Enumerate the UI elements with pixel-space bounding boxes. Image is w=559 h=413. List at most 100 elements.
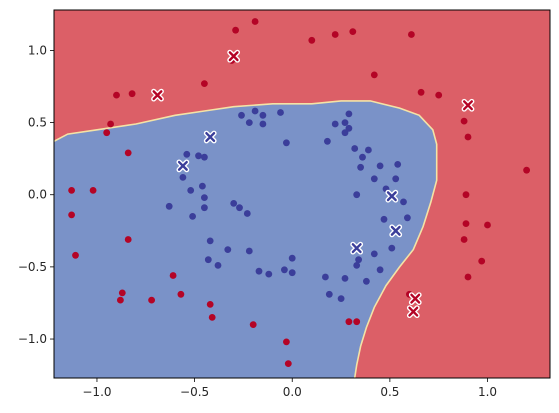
blue-point (394, 161, 402, 168)
red-point (169, 272, 177, 279)
blue-test-x-marker (203, 130, 217, 144)
blue-point (380, 215, 388, 223)
blue-point (322, 273, 329, 281)
red-point (284, 360, 292, 367)
blue-point (365, 146, 372, 154)
blue-point (206, 237, 214, 245)
blue-test-x-marker (389, 224, 403, 238)
red-point (462, 220, 470, 228)
y-axis: −1.0 −0.5 0.0 0.5 1.0 (18, 43, 54, 346)
red-point (72, 251, 79, 259)
x-tick-label: 1.0 (478, 385, 497, 399)
red-point (113, 91, 120, 99)
blue-point (353, 262, 361, 269)
blue-point (238, 111, 245, 119)
blue-point (376, 266, 384, 274)
x-tick-label: −0.5 (180, 385, 209, 399)
blue-point (392, 175, 400, 183)
red-point (370, 71, 378, 79)
red-point (283, 338, 290, 346)
blue-point (351, 145, 359, 152)
red-point (103, 129, 111, 137)
blue-point (199, 182, 206, 190)
red-point (408, 31, 415, 38)
blue-point (355, 256, 362, 264)
red-point (478, 257, 486, 265)
blue-point (288, 269, 296, 277)
blue-point (230, 200, 238, 207)
red-point (460, 236, 468, 243)
red-point (523, 166, 530, 174)
blue-point (388, 244, 396, 252)
red-test-x-marker (461, 98, 475, 112)
red-point (462, 191, 470, 199)
blue-point (324, 137, 331, 145)
blue-point (404, 214, 411, 222)
blue-point (331, 120, 339, 128)
red-point (206, 301, 214, 308)
decision-boundary-line (54, 100, 438, 378)
blue-test-x-marker (176, 159, 190, 173)
blue-point (357, 163, 364, 171)
blue-point (189, 213, 197, 220)
blue-point (251, 107, 259, 115)
x-tick-label: −1.0 (82, 385, 111, 399)
y-tick-label: −0.5 (18, 260, 47, 274)
blue-point (165, 202, 173, 210)
blue-point (236, 204, 243, 212)
blue-point (195, 152, 202, 160)
red-point (464, 273, 472, 281)
red-point (308, 36, 316, 44)
blue-point (376, 162, 384, 170)
red-point (124, 236, 132, 243)
blue-point (224, 246, 232, 254)
red-point (68, 187, 75, 194)
blue-point (201, 204, 208, 212)
blue-point (259, 111, 267, 119)
red-point (148, 296, 156, 304)
red-test-x-marker (227, 49, 241, 63)
x-tick-label: 0.5 (380, 385, 399, 399)
red-point (353, 318, 361, 326)
red-point (464, 133, 472, 141)
x-tick-label: 0.0 (283, 385, 302, 399)
red-point (68, 211, 75, 219)
red-point (435, 91, 443, 99)
blue-test-x-marker (350, 241, 364, 255)
red-test-x-marker (151, 88, 164, 102)
blue-point (345, 110, 353, 118)
blue-point (341, 129, 349, 137)
points-layer (68, 18, 530, 367)
blue-point (370, 175, 378, 183)
blue-point (259, 120, 267, 128)
x-axis: −1.0 −0.5 0.0 0.5 1.0 (82, 378, 497, 399)
y-tick-label: 0.5 (28, 116, 47, 130)
red-point (349, 28, 357, 35)
blue-point (277, 109, 284, 116)
blue-point (345, 124, 353, 132)
blue-point (183, 150, 191, 158)
red-point (107, 120, 114, 128)
blue-class-region (54, 100, 437, 378)
red-test-x-marker (408, 292, 422, 306)
red-point (460, 117, 468, 125)
blue-point (370, 250, 378, 258)
red-point (201, 80, 208, 87)
red-point (117, 296, 124, 304)
blue-point (245, 119, 253, 126)
red-point (208, 314, 216, 321)
blue-point (214, 262, 222, 269)
blue-point (243, 210, 251, 217)
blue-test-x-marker (385, 189, 399, 203)
red-point (128, 90, 136, 98)
blue-point (288, 254, 296, 262)
blue-point (187, 187, 195, 194)
blue-point (341, 275, 349, 282)
red-point (484, 221, 491, 229)
red-point (249, 321, 257, 328)
y-tick-label: 1.0 (28, 43, 47, 57)
red-point (118, 289, 126, 297)
y-tick-label: −1.0 (18, 332, 47, 346)
blue-point (204, 256, 212, 264)
